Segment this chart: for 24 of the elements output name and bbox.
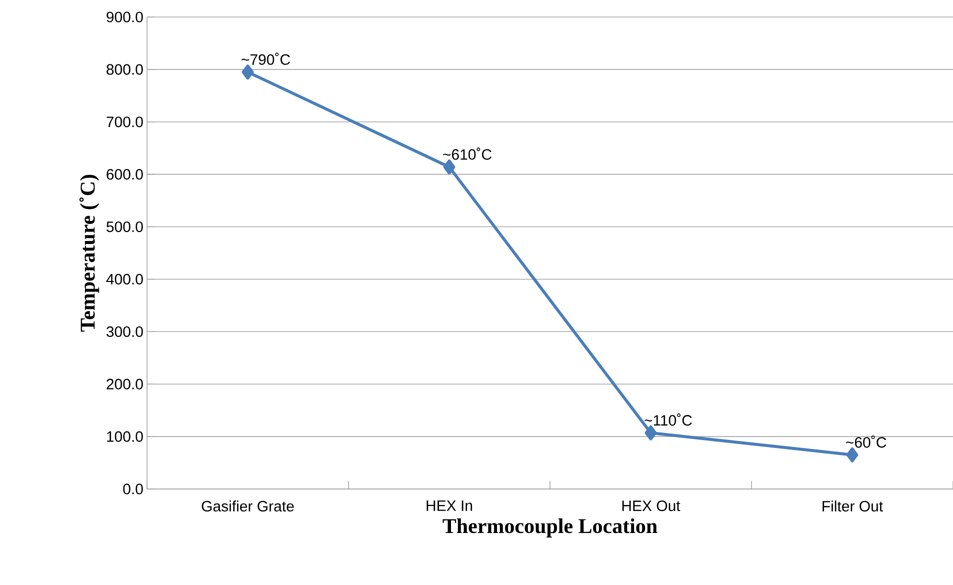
annotation: ~110˚C [644, 413, 692, 426]
y-tick-label: 500.0 [106, 221, 143, 232]
y-tick-label: 700.0 [106, 116, 143, 128]
annotation: ~60˚C [846, 435, 886, 448]
annotation: ~790˚C [242, 52, 290, 65]
y-tick-label: 0.0 [123, 484, 143, 494]
y-tick-label: 200.0 [106, 378, 143, 390]
y-tick-label: 800.0 [106, 64, 143, 75]
y-tick-label: 300.0 [106, 326, 143, 337]
y-tick-label: 600.0 [106, 169, 143, 180]
annotation: ~610˚C [443, 148, 492, 160]
x-tick-label: Gasifier Grate [202, 500, 294, 512]
point [443, 159, 456, 174]
y-tick-label: 400.0 [106, 274, 143, 285]
x-axis-title: Thermocouple Location [442, 518, 658, 538]
x-tick-label: Filter Out [822, 500, 883, 512]
y-axis-title: Temperature (˚C) [79, 174, 100, 332]
point [644, 425, 657, 440]
y-tick-label: 100.0 [107, 431, 143, 442]
y-tick-label: 900.0 [106, 12, 143, 22]
point [846, 447, 858, 462]
point [242, 64, 254, 80]
x-tick-label: HEX In [426, 500, 472, 511]
x-tick-label: HEX Out [622, 500, 680, 512]
